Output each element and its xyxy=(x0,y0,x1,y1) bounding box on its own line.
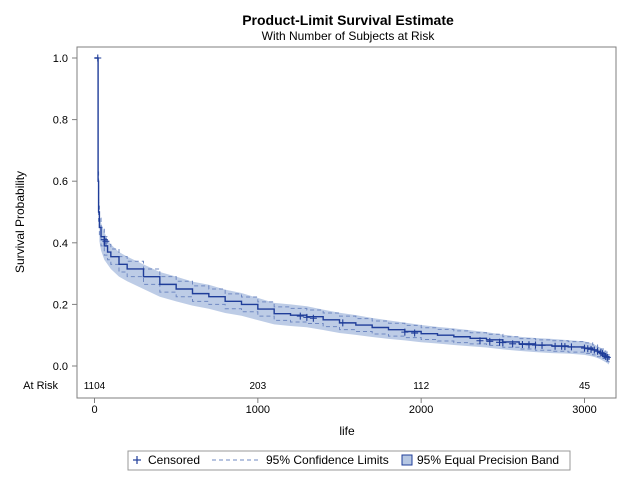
censored-mark xyxy=(525,341,533,349)
at-risk-label: At Risk xyxy=(23,380,58,392)
legend-item-censored: Censored xyxy=(133,453,200,467)
censored-mark xyxy=(339,319,347,327)
legend-censored-label: Censored xyxy=(148,453,200,467)
legend-confidence-label: 95% Confidence Limits xyxy=(266,453,389,467)
chart-subtitle: With Number of Subjects at Risk xyxy=(262,29,436,43)
legend-item-precision-band: 95% Equal Precision Band xyxy=(401,453,559,467)
chart-title: Product-Limit Survival Estimate xyxy=(242,12,454,28)
x-axis-title: life xyxy=(339,424,355,438)
censored-mark xyxy=(567,343,575,351)
equal-precision-band-layer xyxy=(99,213,610,365)
legend-band-label: 95% Equal Precision Band xyxy=(417,453,559,467)
censored-mark xyxy=(309,314,317,322)
censored-mark xyxy=(538,341,546,349)
x-tick-label: 0 xyxy=(91,404,97,416)
censored-mark xyxy=(551,342,559,350)
y-axis: 0.0 0.2 0.4 0.6 0.8 1.0 xyxy=(53,53,77,373)
at-risk-count: 45 xyxy=(579,381,591,392)
censored-mark xyxy=(590,346,598,354)
censored-mark xyxy=(594,347,602,355)
at-risk-count: 1104 xyxy=(84,381,106,392)
censored-mark xyxy=(587,345,595,353)
censored-mark xyxy=(100,236,108,244)
censored-mark xyxy=(486,337,494,345)
x-tick-label: 1000 xyxy=(246,404,270,416)
x-tick-label: 2000 xyxy=(409,404,433,416)
legend-frame xyxy=(127,450,571,471)
censored-mark xyxy=(581,344,588,352)
censored-mark xyxy=(561,343,569,351)
equal-precision-band xyxy=(99,213,610,365)
x-axis: 0 1000 2000 3000 xyxy=(91,398,597,416)
censored-mark xyxy=(94,54,102,62)
lower-confidence-limit xyxy=(98,189,610,365)
legend-item-confidence-limits: 95% Confidence Limits xyxy=(212,453,389,467)
censored-marks-layer xyxy=(94,54,611,361)
censored-mark xyxy=(401,328,409,336)
y-tick-label: 0.8 xyxy=(53,115,68,127)
censored-mark xyxy=(584,345,592,353)
legend-band-swatch xyxy=(401,454,413,466)
censored-mark xyxy=(303,313,311,321)
censored-mark xyxy=(102,237,110,245)
censored-mark xyxy=(411,329,419,337)
y-tick-label: 0.0 xyxy=(53,361,68,373)
censored-mark xyxy=(499,339,507,347)
censored-mark xyxy=(509,340,517,348)
confidence-limits-layer xyxy=(98,171,610,365)
at-risk-count: 203 xyxy=(249,381,266,392)
at-risk-count: 112 xyxy=(413,381,429,392)
censored-mark xyxy=(476,337,484,345)
censored-mark xyxy=(603,353,611,361)
censored-mark xyxy=(532,341,539,349)
y-axis-title: Survival Probability xyxy=(13,171,27,273)
censored-mark xyxy=(518,340,526,348)
censored-mark xyxy=(602,352,610,360)
y-tick-label: 1.0 xyxy=(53,53,68,65)
x-tick-label: 3000 xyxy=(572,404,596,416)
y-tick-label: 0.6 xyxy=(53,176,68,188)
censored-mark xyxy=(296,312,304,320)
at-risk-table: At Risk 1104 203 112 45 xyxy=(23,380,590,392)
plot-frame xyxy=(76,46,617,399)
y-tick-label: 0.2 xyxy=(53,299,68,311)
y-tick-label: 0.4 xyxy=(53,238,68,250)
